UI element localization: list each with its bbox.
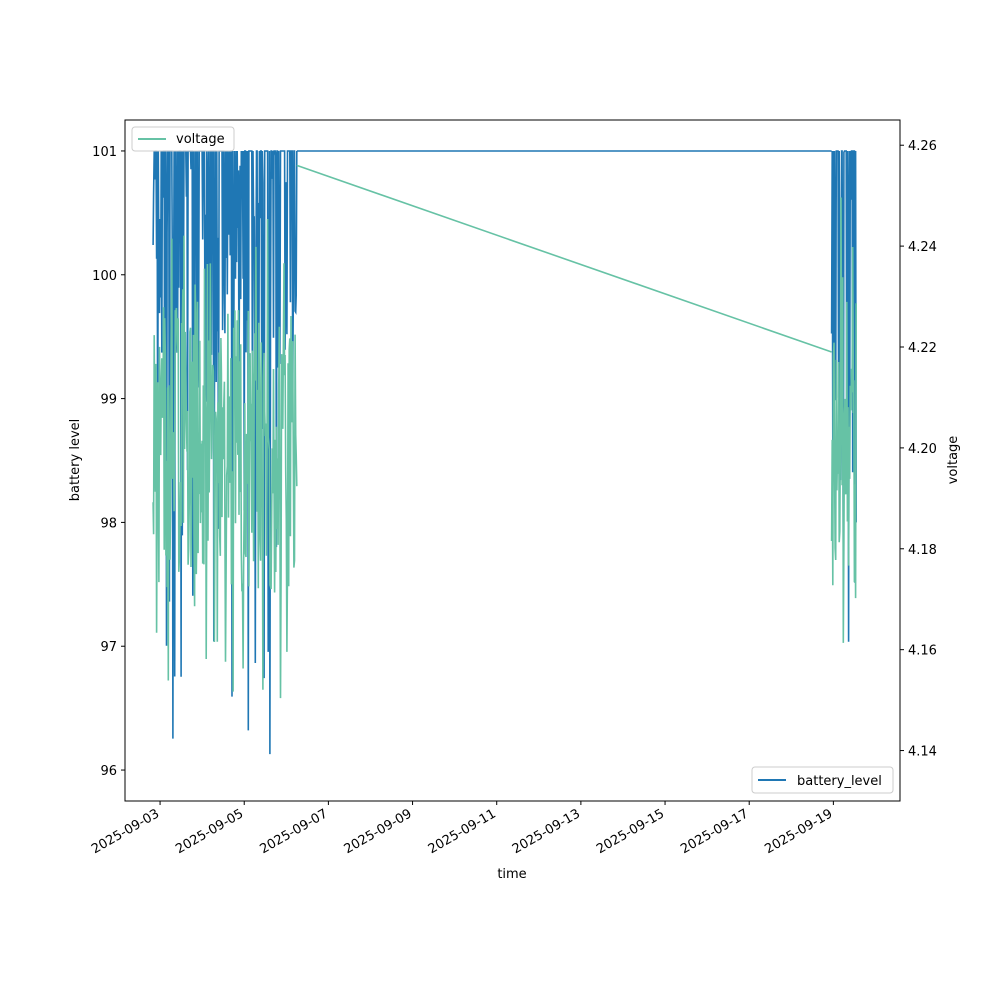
y-left-tick-label: 100 xyxy=(92,269,117,284)
y-axis-right-label: voltage xyxy=(946,436,961,485)
voltage-line-segment-2 xyxy=(296,164,832,353)
y-left-tick-label: 98 xyxy=(100,516,117,531)
legend-voltage-box xyxy=(131,126,235,152)
y-left-tick-label: 96 xyxy=(100,764,117,779)
y-right-tick-label: 4.16 xyxy=(908,644,937,659)
legend-voltage-label: voltage xyxy=(176,132,225,147)
y-axis-left-label: battery level xyxy=(68,419,83,502)
legend-voltage: voltage xyxy=(131,126,235,152)
y-right-tick-label: 4.22 xyxy=(908,341,937,356)
y-right-tick-label: 4.20 xyxy=(908,442,937,457)
y-left-tick-label: 101 xyxy=(92,145,117,160)
voltage-line-segment-1 xyxy=(152,218,298,699)
x-axis-label: time xyxy=(497,867,526,882)
y-right-tick-label: 4.24 xyxy=(908,240,937,255)
y-left-tick-label: 97 xyxy=(100,640,117,655)
y-left-tick-label: 99 xyxy=(100,393,117,408)
y-right-tick-label: 4.14 xyxy=(908,745,937,760)
legend-battery-level: battery_level xyxy=(751,766,894,794)
y-right-tick-label: 4.18 xyxy=(908,543,937,558)
voltage-line-segment-3 xyxy=(830,197,857,643)
plot-frame xyxy=(124,119,901,802)
y-right-tick-label: 4.26 xyxy=(908,139,937,154)
legend-battery-level-label: battery_level xyxy=(797,774,882,789)
legend-battery-level-box xyxy=(751,766,894,794)
